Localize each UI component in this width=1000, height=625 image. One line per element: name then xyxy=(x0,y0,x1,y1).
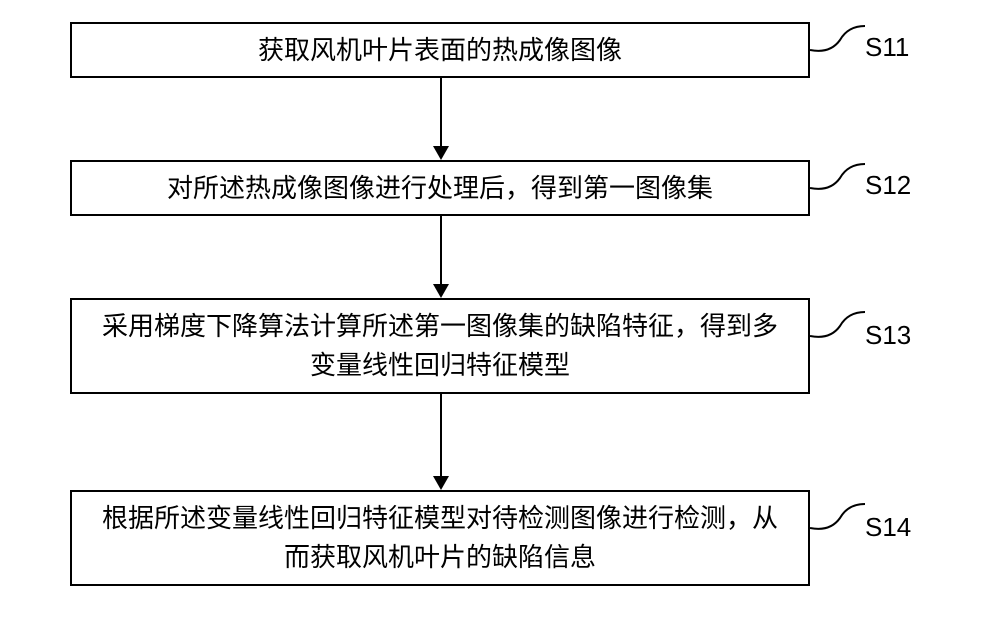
arrow-head-s12-s13 xyxy=(433,284,449,298)
flow-node-s11-text: 获取风机叶片表面的热成像图像 xyxy=(258,31,622,70)
arrow-head-s11-s12 xyxy=(433,146,449,160)
arrow-s13-s14 xyxy=(440,394,442,476)
step-label-s12: S12 xyxy=(865,170,911,201)
flow-node-s12-text: 对所述热成像图像进行处理后，得到第一图像集 xyxy=(167,169,713,208)
flow-node-s13: 采用梯度下降算法计算所述第一图像集的缺陷特征，得到多变量线性回归特征模型 xyxy=(70,298,810,394)
connector-s13 xyxy=(810,308,865,348)
flow-node-s14: 根据所述变量线性回归特征模型对待检测图像进行检测，从而获取风机叶片的缺陷信息 xyxy=(70,490,810,586)
step-label-s13: S13 xyxy=(865,320,911,351)
flow-node-s14-text: 根据所述变量线性回归特征模型对待检测图像进行检测，从而获取风机叶片的缺陷信息 xyxy=(92,499,788,577)
arrow-head-s13-s14 xyxy=(433,476,449,490)
connector-s12 xyxy=(810,160,865,200)
flow-node-s11: 获取风机叶片表面的热成像图像 xyxy=(70,22,810,78)
connector-s11 xyxy=(810,22,865,62)
step-label-s11: S11 xyxy=(865,32,909,63)
arrow-s12-s13 xyxy=(440,216,442,284)
flow-node-s13-text: 采用梯度下降算法计算所述第一图像集的缺陷特征，得到多变量线性回归特征模型 xyxy=(92,307,788,385)
step-label-s14: S14 xyxy=(865,512,911,543)
flow-node-s12: 对所述热成像图像进行处理后，得到第一图像集 xyxy=(70,160,810,216)
flowchart-canvas: 获取风机叶片表面的热成像图像 S11 对所述热成像图像进行处理后，得到第一图像集… xyxy=(0,0,1000,625)
connector-s14 xyxy=(810,500,865,540)
arrow-s11-s12 xyxy=(440,78,442,146)
